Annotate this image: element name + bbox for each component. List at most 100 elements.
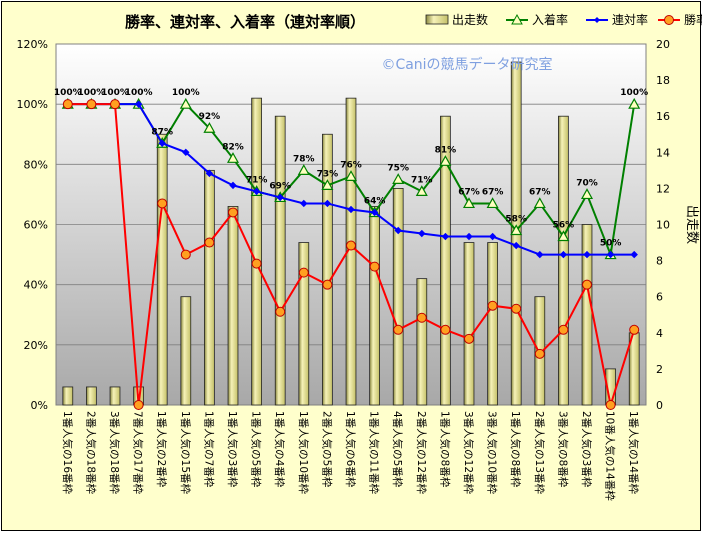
data-label: 71% bbox=[411, 175, 433, 185]
data-point bbox=[228, 207, 238, 218]
data-label: 58% bbox=[505, 215, 527, 225]
x-tick-label: 2番人気の18番枠 bbox=[84, 411, 97, 495]
data-point bbox=[370, 208, 379, 217]
bar bbox=[274, 115, 286, 406]
x-tick-label: 1番人気の11番枠 bbox=[368, 411, 381, 495]
data-point bbox=[86, 99, 97, 110]
legend-swatch bbox=[425, 14, 449, 25]
data-point bbox=[179, 97, 192, 109]
data-point bbox=[418, 229, 426, 238]
y-tick-label: 40% bbox=[24, 279, 48, 292]
data-label: 69% bbox=[269, 181, 291, 191]
data-label: 67% bbox=[529, 187, 551, 197]
bar bbox=[251, 97, 262, 406]
data-label: 76% bbox=[340, 160, 362, 170]
axes: 0% 20% 40% 60% 80% 100% 120% 0 2 4 6 8 10 12 14 16 18 20 出… bbox=[17, 38, 699, 501]
x-tick-label: 3番人気の10番枠 bbox=[486, 411, 499, 495]
chart-title: 勝率、連対率、入着率（連対率順） bbox=[125, 13, 365, 31]
bar bbox=[298, 242, 310, 406]
data-point bbox=[394, 226, 402, 235]
data-point bbox=[392, 173, 405, 184]
data-point bbox=[205, 169, 214, 178]
x-tick-label: 2番人気の12番枠 bbox=[415, 411, 428, 495]
data-point bbox=[321, 179, 334, 190]
data-point bbox=[323, 199, 332, 208]
bar bbox=[558, 115, 569, 406]
data-point bbox=[252, 187, 261, 196]
bar bbox=[180, 296, 192, 406]
y-tick-label: 20% bbox=[24, 339, 48, 352]
data-point bbox=[393, 324, 404, 335]
data-point bbox=[487, 300, 498, 311]
y2-tick-label: 4 bbox=[656, 327, 663, 340]
data-point bbox=[298, 267, 309, 278]
data-point bbox=[629, 324, 640, 335]
data-point bbox=[536, 250, 544, 259]
x-tick-label: 1番人気の5番枠 bbox=[250, 411, 263, 488]
data-point bbox=[276, 193, 284, 202]
data-point bbox=[511, 303, 522, 314]
y2-tick-label: 20 bbox=[656, 38, 670, 51]
data-label: 81% bbox=[435, 145, 457, 155]
bar bbox=[369, 206, 380, 406]
legend-marker bbox=[664, 15, 674, 25]
data-point bbox=[558, 324, 569, 335]
data-point bbox=[204, 237, 215, 248]
y2-tick-label: 6 bbox=[656, 291, 663, 304]
data-point bbox=[486, 197, 499, 209]
bar bbox=[345, 97, 357, 406]
data-point bbox=[369, 261, 380, 272]
x-tick-label: 1番人気の8番枠 bbox=[438, 411, 451, 488]
data-label: 100% bbox=[101, 88, 129, 98]
y-tick-label: 100% bbox=[17, 98, 48, 111]
x-tick-label: 3番人気の18番枠 bbox=[108, 411, 121, 495]
data-point bbox=[462, 197, 476, 209]
legend: 出走数 入着率 連対率 勝率 bbox=[425, 12, 704, 27]
bar bbox=[62, 386, 74, 406]
data-point bbox=[606, 250, 615, 259]
data-point bbox=[297, 164, 310, 175]
data-point bbox=[630, 250, 638, 259]
x-tick-label: 2番人気の5番枠 bbox=[320, 411, 333, 488]
y2-tick-label: 8 bbox=[656, 255, 663, 268]
bar bbox=[204, 169, 215, 406]
data-point bbox=[464, 333, 474, 344]
data-point bbox=[533, 197, 546, 209]
bar bbox=[416, 278, 428, 406]
data-label: 100% bbox=[620, 88, 648, 98]
data-point bbox=[322, 279, 333, 290]
data-label: 92% bbox=[199, 112, 221, 122]
data-point bbox=[180, 249, 191, 260]
data-label: 56% bbox=[553, 221, 575, 231]
data-point bbox=[226, 152, 240, 163]
data-point bbox=[440, 324, 451, 335]
legend-label: 勝率 bbox=[684, 12, 702, 27]
legend-label: 出走数 bbox=[452, 12, 488, 27]
bar bbox=[392, 187, 404, 406]
data-point bbox=[346, 240, 356, 251]
data-point bbox=[416, 312, 427, 323]
x-tick-label: 1番人気の3番枠 bbox=[226, 411, 239, 488]
data-label: 71% bbox=[246, 175, 268, 185]
data-label: 78% bbox=[293, 154, 315, 164]
data-label: 100% bbox=[125, 88, 153, 98]
data-label: 82% bbox=[222, 142, 244, 152]
x-tick-label: 1番人気の4番枠 bbox=[273, 411, 286, 488]
line-series bbox=[61, 97, 641, 410]
data-label: 67% bbox=[458, 187, 480, 197]
y-tick-label: 80% bbox=[24, 158, 48, 171]
data-label: 73% bbox=[317, 169, 339, 179]
data-point bbox=[134, 100, 143, 108]
bar bbox=[86, 386, 97, 406]
data-point bbox=[488, 232, 497, 241]
data-point bbox=[415, 185, 428, 197]
data-point bbox=[583, 250, 591, 259]
data-point bbox=[557, 230, 570, 242]
x-tick-label: 10番人気の14番枠 bbox=[604, 411, 617, 501]
data-label: 75% bbox=[387, 163, 409, 173]
data-label: 70% bbox=[576, 178, 598, 188]
y-tick-label: 120% bbox=[17, 38, 48, 51]
data-label: 67% bbox=[482, 187, 504, 197]
x-tick-label: 1番人気の16番枠 bbox=[61, 411, 74, 495]
